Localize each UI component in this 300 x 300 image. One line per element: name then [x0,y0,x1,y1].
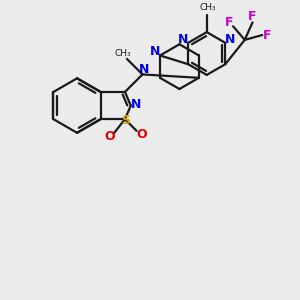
Text: F: F [263,28,272,41]
Text: S: S [122,114,130,127]
Text: F: F [225,16,233,29]
Text: N: N [178,33,188,46]
Text: CH₃: CH₃ [115,49,131,58]
Text: O: O [104,130,115,143]
Text: N: N [150,45,160,58]
Text: N: N [225,33,235,46]
Text: N: N [139,63,150,76]
Text: O: O [136,128,147,141]
Text: F: F [248,10,257,23]
Text: CH₃: CH₃ [200,3,216,12]
Text: N: N [130,98,141,111]
